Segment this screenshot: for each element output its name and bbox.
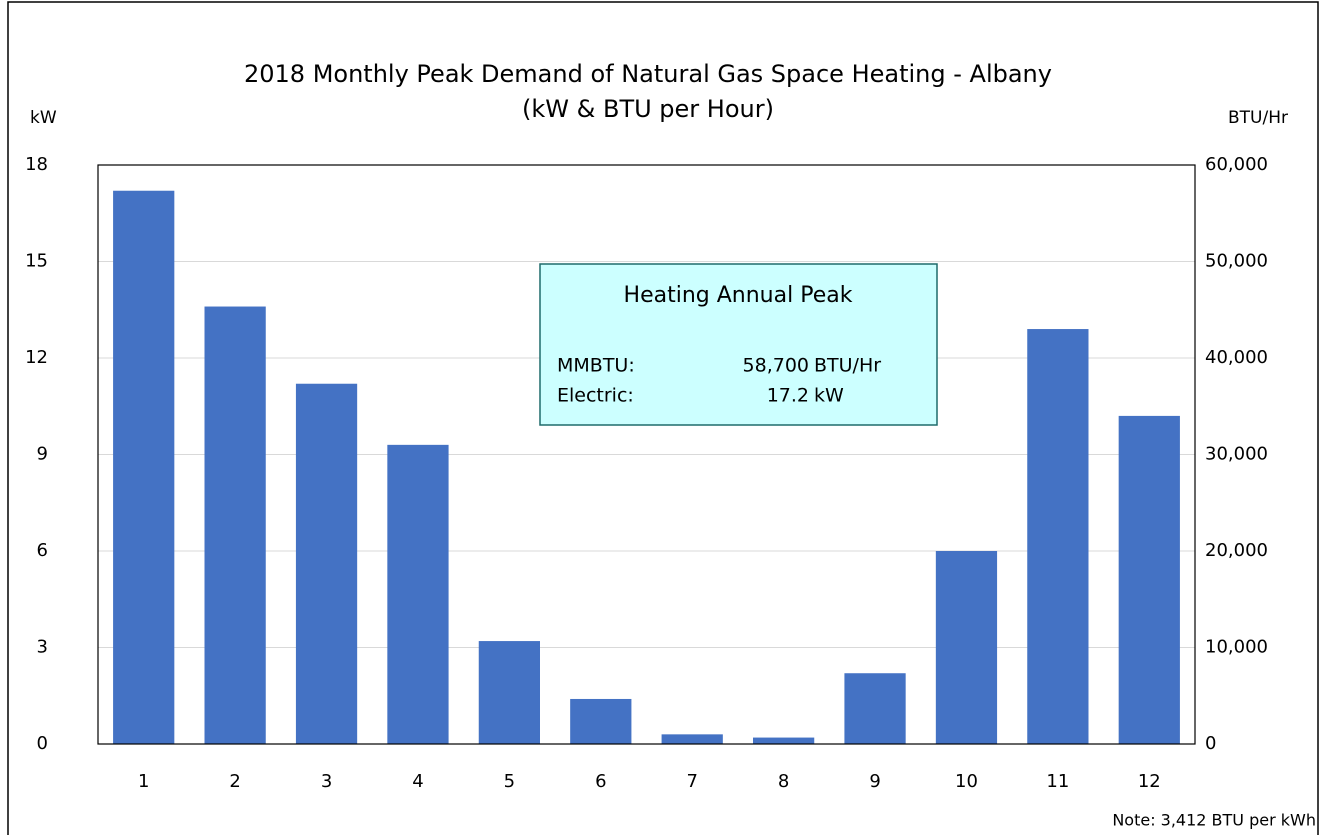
x-tick-label: 2	[229, 771, 240, 792]
bar	[387, 444, 449, 744]
bar	[570, 698, 632, 744]
plot-border	[97, 164, 1196, 745]
bar	[113, 190, 175, 744]
annotation-unit: BTU/Hr	[814, 355, 881, 377]
x-tick-label: 8	[778, 771, 789, 792]
annotation-unit: kW	[814, 385, 844, 407]
x-tick-label: 11	[1046, 771, 1069, 792]
y2-tick-label: 60,000	[1205, 154, 1268, 175]
chart-border	[7, 1, 1319, 835]
y2-tick-label: 40,000	[1205, 347, 1268, 368]
bar	[295, 383, 358, 744]
chart-title: 2018 Monthly Peak Demand of Natural Gas …	[244, 60, 1052, 88]
y-tick-label: 15	[25, 251, 48, 272]
x-tick-label: 12	[1138, 771, 1161, 792]
y2-tick-label: 50,000	[1205, 251, 1268, 272]
annotation-label: MMBTU:	[557, 355, 635, 377]
y-tick-label: 18	[25, 154, 48, 175]
bar	[661, 734, 723, 744]
bar	[204, 306, 266, 744]
x-tick-label: 3	[321, 771, 332, 792]
y2-tick-label: 10,000	[1205, 637, 1268, 658]
annotation-label: Electric:	[557, 385, 634, 407]
x-tick-label: 4	[412, 771, 423, 792]
bar	[935, 551, 998, 744]
y-tick-label: 6	[37, 540, 48, 561]
x-tick-label: 9	[869, 771, 880, 792]
x-tick-label: 5	[504, 771, 515, 792]
plot-area: 0369121518010,00020,00030,00040,00050,00…	[25, 154, 1268, 792]
bar	[1027, 329, 1089, 744]
annotation-frame	[539, 263, 938, 426]
annotation-box: Heating Annual Peak MMBTU: 58,700 BTU/Hr…	[539, 263, 938, 426]
x-tick-label: 6	[595, 771, 606, 792]
y-tick-label: 9	[37, 444, 48, 465]
bar	[844, 673, 906, 744]
x-tick-label: 7	[686, 771, 697, 792]
bar	[478, 641, 540, 744]
chart-subtitle: (kW & BTU per Hour)	[522, 95, 774, 123]
x-tick-label: 10	[955, 771, 978, 792]
y-tick-label: 12	[25, 347, 48, 368]
y-tick-label: 0	[37, 733, 48, 754]
y-tick-label: 3	[37, 637, 48, 658]
y-axis-label: kW	[30, 108, 57, 128]
bar	[753, 737, 815, 744]
y2-tick-label: 20,000	[1205, 540, 1268, 561]
y2-tick-label: 30,000	[1205, 444, 1268, 465]
x-tick-label: 1	[138, 771, 149, 792]
annotation-title: Heating Annual Peak	[624, 283, 853, 308]
y2-axis-label: BTU/Hr	[1228, 108, 1288, 128]
y2-tick-label: 0	[1205, 733, 1216, 754]
bar	[1118, 415, 1180, 744]
note: Note: 3,412 BTU per kWh	[1112, 811, 1316, 830]
annotation-value: 58,700	[743, 355, 809, 377]
annotation-value: 17.2	[767, 385, 809, 407]
